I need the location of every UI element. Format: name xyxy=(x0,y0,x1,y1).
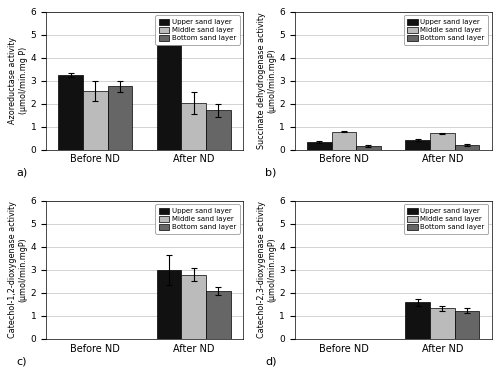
Text: a): a) xyxy=(16,168,28,178)
Text: c): c) xyxy=(16,356,27,367)
Y-axis label: Catechol-1,2-dioxygenase activity
(μmol/min.mgP): Catechol-1,2-dioxygenase activity (μmol/… xyxy=(8,201,28,338)
Bar xyxy=(108,86,132,150)
Bar xyxy=(406,303,430,338)
Bar xyxy=(430,308,454,338)
Y-axis label: Succinate dehydrogenase activity
(μmol/min.mgP): Succinate dehydrogenase activity (μmol/m… xyxy=(257,12,276,149)
Bar xyxy=(454,311,479,338)
Legend: Upper sand layer, Middle sand layer, Bottom sand layer: Upper sand layer, Middle sand layer, Bot… xyxy=(155,204,240,234)
Bar xyxy=(182,103,206,150)
Bar xyxy=(206,110,231,150)
Legend: Upper sand layer, Middle sand layer, Bottom sand layer: Upper sand layer, Middle sand layer, Bot… xyxy=(404,15,488,45)
Bar xyxy=(332,132,356,150)
Bar xyxy=(454,145,479,150)
Legend: Upper sand layer, Middle sand layer, Bottom sand layer: Upper sand layer, Middle sand layer, Bot… xyxy=(404,204,488,234)
Bar xyxy=(406,140,430,150)
Bar xyxy=(356,146,381,150)
Bar xyxy=(206,291,231,338)
Bar xyxy=(307,142,332,150)
Bar xyxy=(58,75,83,150)
Bar xyxy=(83,91,108,150)
Bar xyxy=(157,33,182,150)
Legend: Upper sand layer, Middle sand layer, Bottom sand layer: Upper sand layer, Middle sand layer, Bot… xyxy=(155,15,240,45)
Bar xyxy=(430,134,454,150)
Text: d): d) xyxy=(265,356,276,367)
Y-axis label: Azoreductase activity
(μmol/min.mg P): Azoreductase activity (μmol/min.mg P) xyxy=(8,37,28,124)
Bar xyxy=(182,275,206,338)
Y-axis label: Catechol-2,3-dioxygenase activity
(μmol/min.mgP): Catechol-2,3-dioxygenase activity (μmol/… xyxy=(257,201,276,338)
Text: b): b) xyxy=(265,168,276,178)
Bar xyxy=(157,270,182,338)
